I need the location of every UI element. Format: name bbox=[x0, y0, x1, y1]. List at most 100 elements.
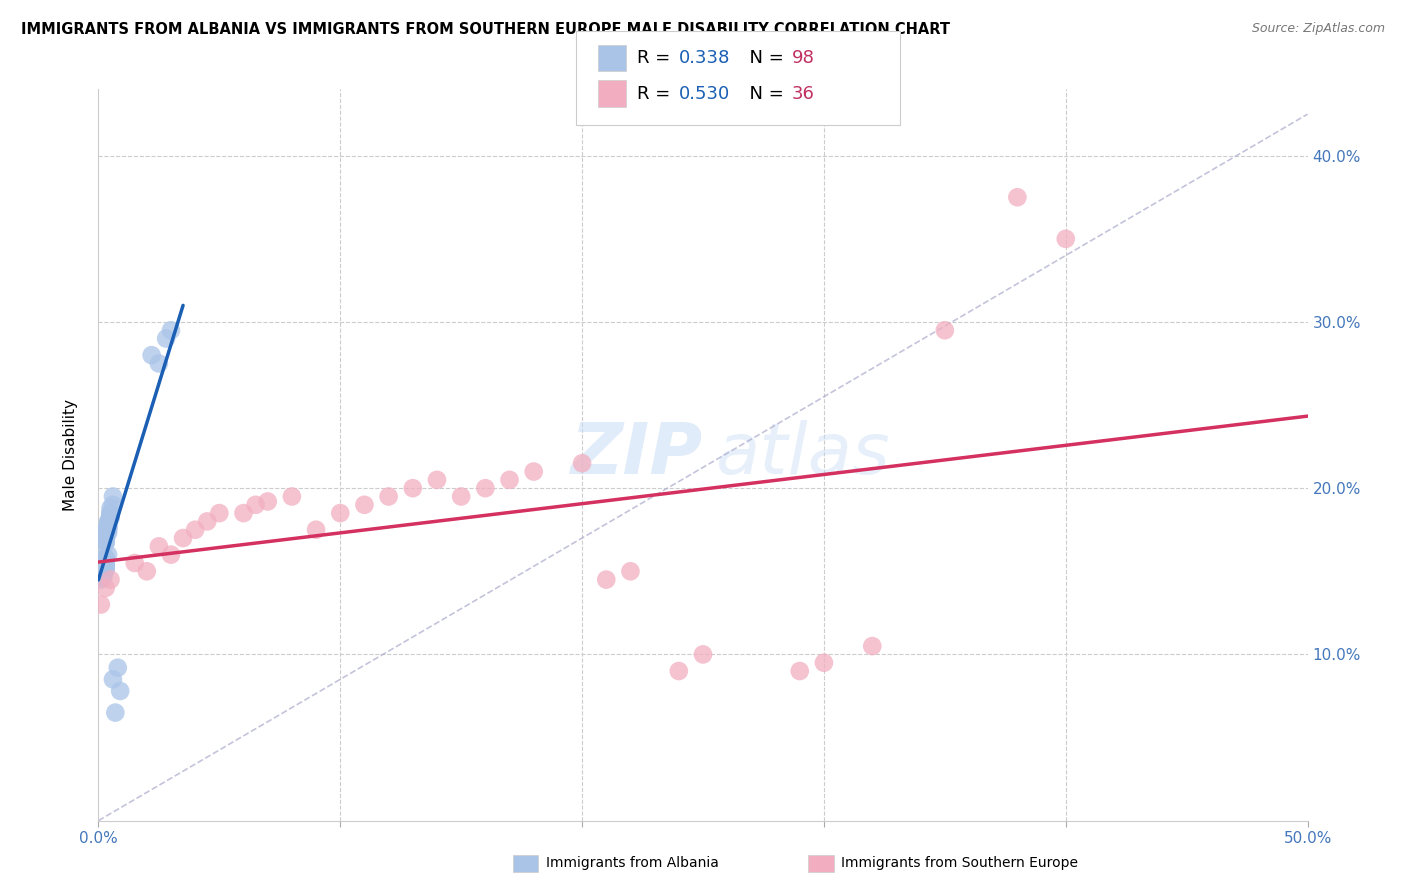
Point bbox=[94, 563, 117, 577]
Text: atlas: atlas bbox=[716, 420, 890, 490]
Point bbox=[90, 564, 112, 578]
Point bbox=[94, 551, 117, 566]
Point bbox=[94, 527, 117, 541]
Point bbox=[94, 533, 117, 547]
Point bbox=[90, 561, 112, 575]
Point bbox=[474, 481, 496, 495]
Point bbox=[100, 508, 122, 522]
Text: 98: 98 bbox=[792, 49, 814, 67]
Point bbox=[148, 539, 170, 553]
Point bbox=[91, 566, 114, 580]
Point bbox=[91, 563, 114, 577]
Text: Source: ZipAtlas.com: Source: ZipAtlas.com bbox=[1251, 22, 1385, 36]
Point bbox=[97, 519, 120, 533]
Point bbox=[91, 556, 114, 570]
Point bbox=[91, 559, 114, 574]
Point bbox=[94, 556, 117, 570]
Point bbox=[94, 556, 117, 570]
Point bbox=[91, 561, 114, 575]
Point bbox=[91, 564, 114, 578]
Point bbox=[97, 515, 120, 529]
Point bbox=[91, 558, 114, 572]
Point bbox=[329, 506, 352, 520]
Point bbox=[100, 509, 122, 524]
Point bbox=[91, 534, 114, 549]
Text: 0.530: 0.530 bbox=[679, 85, 730, 103]
Point bbox=[94, 552, 117, 566]
Point bbox=[91, 571, 114, 585]
Point bbox=[97, 517, 120, 532]
Point bbox=[94, 526, 117, 541]
Point bbox=[305, 523, 328, 537]
Point bbox=[353, 498, 375, 512]
Point bbox=[94, 531, 117, 545]
Point bbox=[172, 531, 194, 545]
Text: N =: N = bbox=[738, 85, 790, 103]
Point bbox=[619, 564, 641, 578]
Point bbox=[91, 567, 114, 582]
Point bbox=[108, 684, 131, 698]
Point bbox=[426, 473, 449, 487]
Point bbox=[90, 558, 112, 572]
Point bbox=[91, 556, 114, 570]
Point bbox=[97, 517, 120, 532]
Point bbox=[90, 564, 112, 578]
Point bbox=[90, 573, 112, 587]
Text: 36: 36 bbox=[792, 85, 814, 103]
Point bbox=[97, 523, 120, 537]
Point bbox=[377, 490, 399, 504]
Point bbox=[256, 494, 278, 508]
Point bbox=[91, 554, 114, 568]
Point bbox=[90, 567, 112, 582]
Point bbox=[281, 490, 304, 504]
Point bbox=[97, 526, 120, 541]
Point bbox=[245, 498, 267, 512]
Point bbox=[90, 556, 112, 570]
Point bbox=[934, 323, 956, 337]
Point bbox=[100, 509, 122, 524]
Point bbox=[208, 506, 231, 520]
Point bbox=[692, 648, 714, 662]
Point bbox=[94, 558, 117, 572]
Point bbox=[90, 561, 112, 575]
Point bbox=[135, 564, 157, 578]
Point bbox=[91, 564, 114, 578]
Point bbox=[90, 564, 112, 578]
Point bbox=[94, 554, 117, 568]
Point bbox=[141, 348, 163, 362]
Point bbox=[90, 558, 112, 572]
Point bbox=[97, 521, 120, 535]
Point bbox=[90, 563, 112, 577]
Point bbox=[100, 506, 122, 520]
Point bbox=[104, 706, 127, 720]
Point bbox=[668, 664, 690, 678]
Point bbox=[91, 567, 114, 582]
Text: IMMIGRANTS FROM ALBANIA VS IMMIGRANTS FROM SOUTHERN EUROPE MALE DISABILITY CORRE: IMMIGRANTS FROM ALBANIA VS IMMIGRANTS FR… bbox=[21, 22, 950, 37]
Point bbox=[97, 521, 120, 535]
Text: 0.338: 0.338 bbox=[679, 49, 731, 67]
Text: R =: R = bbox=[637, 49, 676, 67]
Point bbox=[100, 506, 122, 520]
Point bbox=[94, 561, 117, 575]
Text: R =: R = bbox=[637, 85, 676, 103]
Point bbox=[595, 573, 617, 587]
Point bbox=[90, 566, 112, 580]
Point bbox=[813, 656, 835, 670]
Point bbox=[498, 473, 520, 487]
Point bbox=[94, 581, 117, 595]
Point bbox=[94, 551, 117, 566]
Point bbox=[94, 556, 117, 570]
Point bbox=[97, 516, 120, 530]
Text: N =: N = bbox=[738, 49, 790, 67]
Point bbox=[571, 456, 593, 470]
Point bbox=[160, 323, 183, 337]
Point bbox=[91, 559, 114, 574]
Point bbox=[184, 523, 207, 537]
Point bbox=[94, 527, 117, 541]
Point bbox=[101, 673, 124, 687]
Point bbox=[90, 566, 112, 580]
Point bbox=[155, 332, 177, 346]
Point bbox=[94, 534, 117, 549]
Point bbox=[90, 563, 112, 577]
Point bbox=[107, 661, 129, 675]
